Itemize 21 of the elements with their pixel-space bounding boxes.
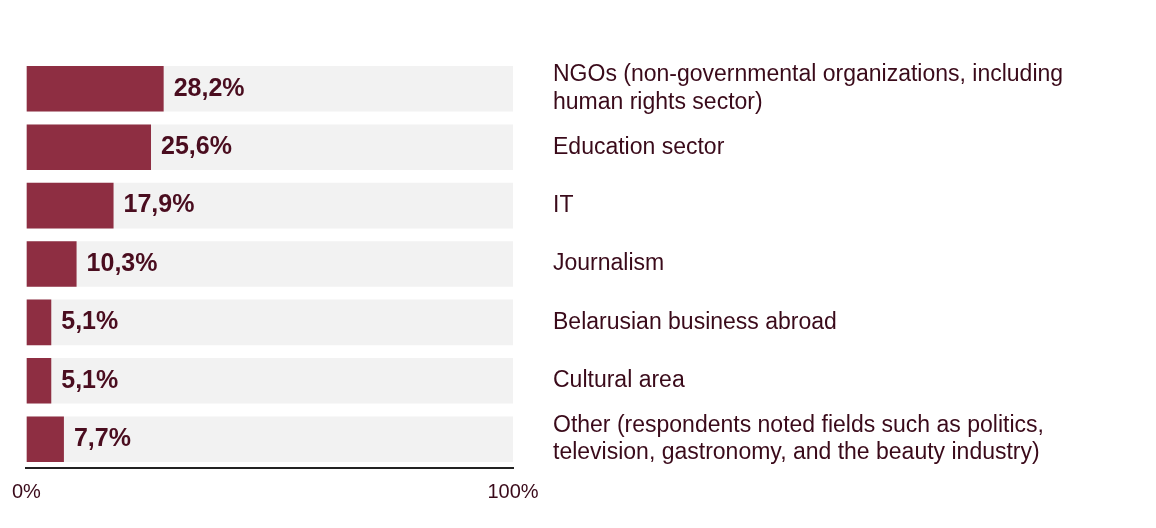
data-label: 25,6% bbox=[161, 131, 232, 160]
data-label: 5,1% bbox=[61, 364, 119, 393]
bar bbox=[26, 241, 77, 287]
x-tick-label: 0% bbox=[12, 479, 42, 502]
data-label: 17,9% bbox=[123, 189, 195, 218]
y-tick-label: NGOs (non-governmental organizations, including human rights sector) bbox=[553, 60, 1064, 114]
y-tick-label: Cultural area bbox=[553, 366, 685, 393]
bar bbox=[26, 416, 64, 462]
y-tick-label: IT bbox=[553, 190, 574, 217]
data-label: 28,2% bbox=[173, 72, 245, 101]
x-tick-label: 100% bbox=[487, 479, 539, 502]
y-tick-label: Education sector bbox=[553, 132, 725, 159]
bar bbox=[26, 299, 52, 346]
bar bbox=[26, 358, 52, 404]
y-tick-label: Journalism bbox=[553, 249, 665, 276]
data-label: 7,7% bbox=[73, 423, 131, 452]
data-label: 10,3% bbox=[86, 247, 158, 276]
data-label: 5,1% bbox=[61, 306, 119, 335]
bar bbox=[26, 182, 114, 229]
y-tick-label: Other (respondents noted fields such as politics, television, gastronomy, and the beauty industry) bbox=[553, 410, 1044, 465]
y-tick-label: Belarusian business abroad bbox=[553, 307, 837, 334]
